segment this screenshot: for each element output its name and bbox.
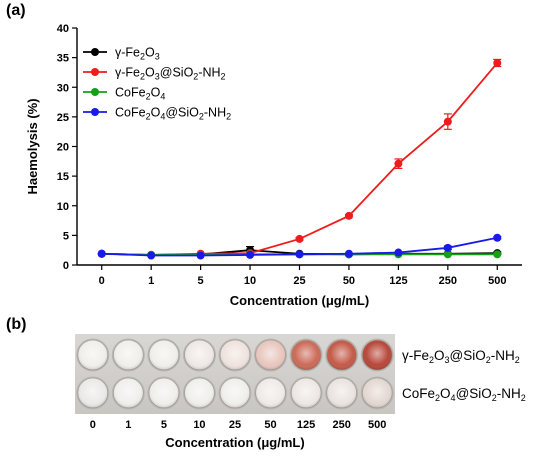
legend-entry-1: γ-Fe2O3@SiO2-NH2 <box>83 66 226 82</box>
data-point <box>295 234 304 243</box>
x-tick-label: 250 <box>439 275 457 287</box>
well-shine <box>77 378 108 408</box>
legend-marker <box>91 68 99 76</box>
y-tick-label: 0 <box>63 260 69 272</box>
data-point <box>344 249 353 258</box>
data-point <box>394 248 403 257</box>
series-group <box>97 58 502 260</box>
well-shine <box>113 378 144 408</box>
x-tick-label: 125 <box>389 275 407 287</box>
panel-label-a: (a) <box>6 2 26 19</box>
x-tick-label: 10 <box>244 275 256 287</box>
y-axis-title: Haemolysis (%) <box>25 98 40 194</box>
plate-wells <box>76 338 394 410</box>
x-tick-label: 25 <box>293 275 305 287</box>
well-shine <box>255 378 286 408</box>
plate-concentration-label: 1 <box>125 419 131 431</box>
series-3 <box>97 233 502 260</box>
y-tick-label: 15 <box>57 171 69 183</box>
y-tick-label: 10 <box>57 201 69 213</box>
y-tick-label: 5 <box>63 230 69 242</box>
panel-label-b: (b) <box>6 316 27 333</box>
plate-row-label: γ-Fe2O3@SiO2-NH2 <box>402 348 520 365</box>
legend-entry-2: CoFe2O4 <box>83 86 165 102</box>
y-tick-label: 30 <box>57 82 69 94</box>
plate-concentration-label: 250 <box>332 419 350 431</box>
well-shine <box>148 378 179 408</box>
plate-row-label: CoFe2O4@SiO2-NH2 <box>402 386 526 403</box>
well-shine <box>255 340 286 370</box>
plate-row-0 <box>76 338 394 372</box>
x-tick-label: 1 <box>148 275 154 287</box>
data-point <box>443 243 452 252</box>
data-point <box>295 250 304 259</box>
data-point <box>196 251 205 260</box>
plate-x-axis-title: Concentration (μg/mL) <box>165 435 304 450</box>
well-shine <box>184 340 215 370</box>
well-shine <box>220 378 250 408</box>
data-point <box>394 159 403 168</box>
legend-label: γ-Fe2O3 <box>115 46 160 62</box>
y-tick-label: 35 <box>57 53 69 65</box>
well-shine <box>220 340 250 370</box>
well-shine <box>362 340 393 370</box>
data-point <box>147 251 156 260</box>
legend-marker <box>91 88 99 96</box>
data-point <box>443 250 452 259</box>
legend-label: CoFe2O4 <box>115 86 165 102</box>
plate-concentration-label: 10 <box>193 419 205 431</box>
data-point <box>246 250 255 259</box>
x-tick-label: 50 <box>343 275 355 287</box>
x-tick-label: 500 <box>488 275 506 287</box>
legend-marker <box>91 48 99 56</box>
y-tick-label: 20 <box>57 142 69 154</box>
legend-label: CoFe2O4@SiO2-NH2 <box>115 106 231 122</box>
well-shine <box>326 378 357 408</box>
plate-concentration-label: 50 <box>264 419 276 431</box>
legend-marker <box>91 108 99 116</box>
data-point <box>493 233 502 242</box>
plate-concentration-label: 0 <box>90 419 96 431</box>
well-shine <box>184 378 215 408</box>
y-tick-label: 25 <box>57 112 69 124</box>
x-tick-label: 5 <box>198 275 204 287</box>
data-point <box>493 250 502 259</box>
well-shine <box>291 378 322 408</box>
legend-entry-0: γ-Fe2O3 <box>83 46 160 62</box>
legend-entry-3: CoFe2O4@SiO2-NH2 <box>83 106 231 122</box>
legend: γ-Fe2O3 γ-Fe2O3@SiO2-NH2 CoFe2O4 CoFe2O4@Si… <box>83 46 231 122</box>
plate-concentration-label: 500 <box>368 419 386 431</box>
well-plate-photo: γ-Fe2O3@SiO2-NH2 CoFe2O4@SiO2-NH2 0 1 5 10 25 5… <box>75 334 526 450</box>
plate-concentration-label: 25 <box>229 419 241 431</box>
legend-label: γ-Fe2O3@SiO2-NH2 <box>115 66 226 82</box>
data-point <box>443 117 452 126</box>
data-point <box>493 58 502 67</box>
plate-concentration-label: 5 <box>161 419 167 431</box>
plate-concentration-label: 125 <box>297 419 315 431</box>
plate-labels: γ-Fe2O3@SiO2-NH2 CoFe2O4@SiO2-NH2 0 1 5 10 25 5… <box>90 348 526 450</box>
well-shine <box>148 340 179 370</box>
well-shine <box>291 340 322 370</box>
well-shine <box>77 340 108 370</box>
x-axis-title: Concentration (μg/mL) <box>230 293 369 308</box>
well-shine <box>113 340 144 370</box>
well-shine <box>326 340 357 370</box>
plate-row-1 <box>76 376 394 410</box>
data-point <box>97 249 106 258</box>
y-tick-label: 40 <box>57 23 69 35</box>
data-point <box>344 211 353 220</box>
x-tick-label: 0 <box>99 275 105 287</box>
well-shine <box>362 378 393 408</box>
